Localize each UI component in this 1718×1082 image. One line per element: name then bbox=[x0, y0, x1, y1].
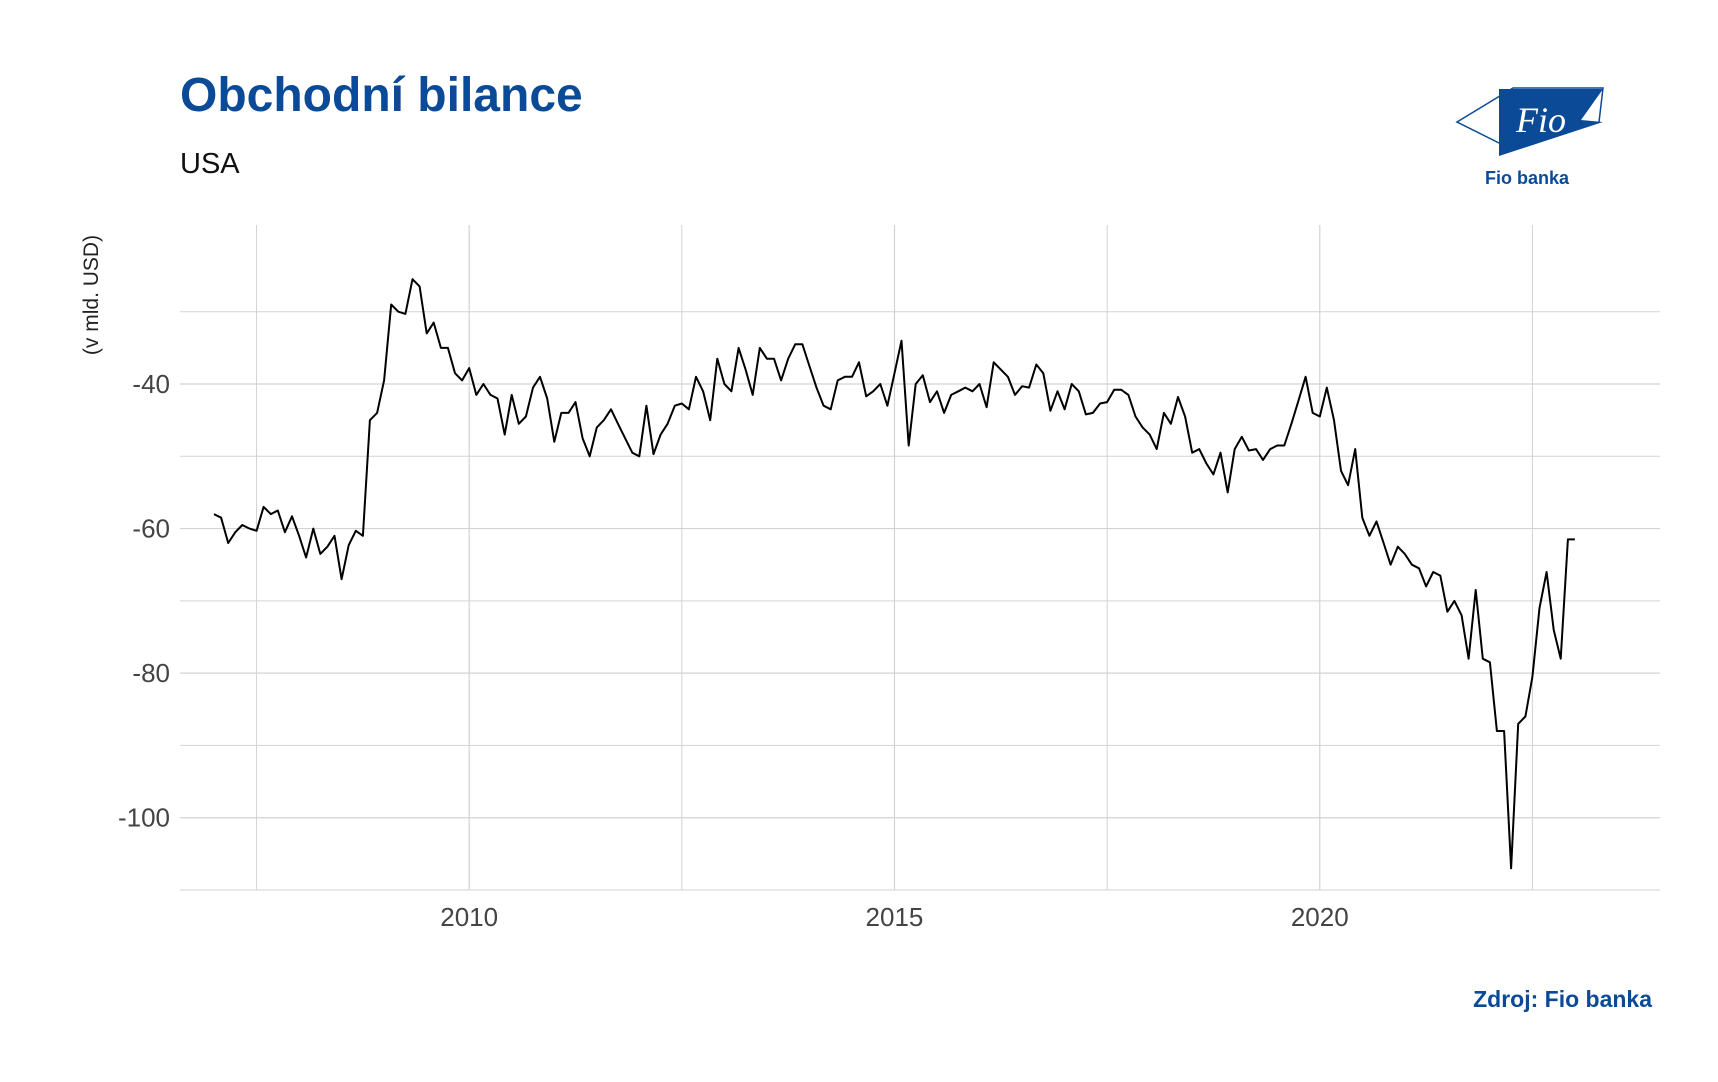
logo-caption: Fio banka bbox=[1484, 168, 1569, 188]
y-axis-ticks: -100 -80 -60 -40 bbox=[118, 369, 170, 833]
y-tick-label: -100 bbox=[118, 803, 170, 833]
logo-flag bbox=[1499, 89, 1603, 156]
x-tick-label: 2020 bbox=[1291, 902, 1349, 932]
y-tick-label: -80 bbox=[132, 658, 170, 688]
fio-banka-logo: Fio bbox=[1455, 87, 1604, 156]
x-tick-label: 2015 bbox=[866, 902, 924, 932]
chart-title: Obchodní bilance bbox=[180, 69, 583, 122]
grid-minor bbox=[180, 225, 1660, 891]
y-axis-label: (v mld. USD) bbox=[80, 235, 103, 355]
x-tick-label: 2010 bbox=[440, 902, 498, 932]
y-tick-label: -60 bbox=[132, 514, 170, 544]
x-axis-ticks: 2010 2015 2020 bbox=[440, 902, 1348, 932]
series-line bbox=[213, 278, 1575, 870]
source-note: Zdroj: Fio banka bbox=[1473, 986, 1652, 1012]
y-tick-label: -40 bbox=[132, 369, 170, 399]
grid-major bbox=[180, 225, 1660, 890]
logo-mark-text: Fio bbox=[1515, 100, 1566, 140]
chart-subtitle: USA bbox=[180, 148, 240, 180]
